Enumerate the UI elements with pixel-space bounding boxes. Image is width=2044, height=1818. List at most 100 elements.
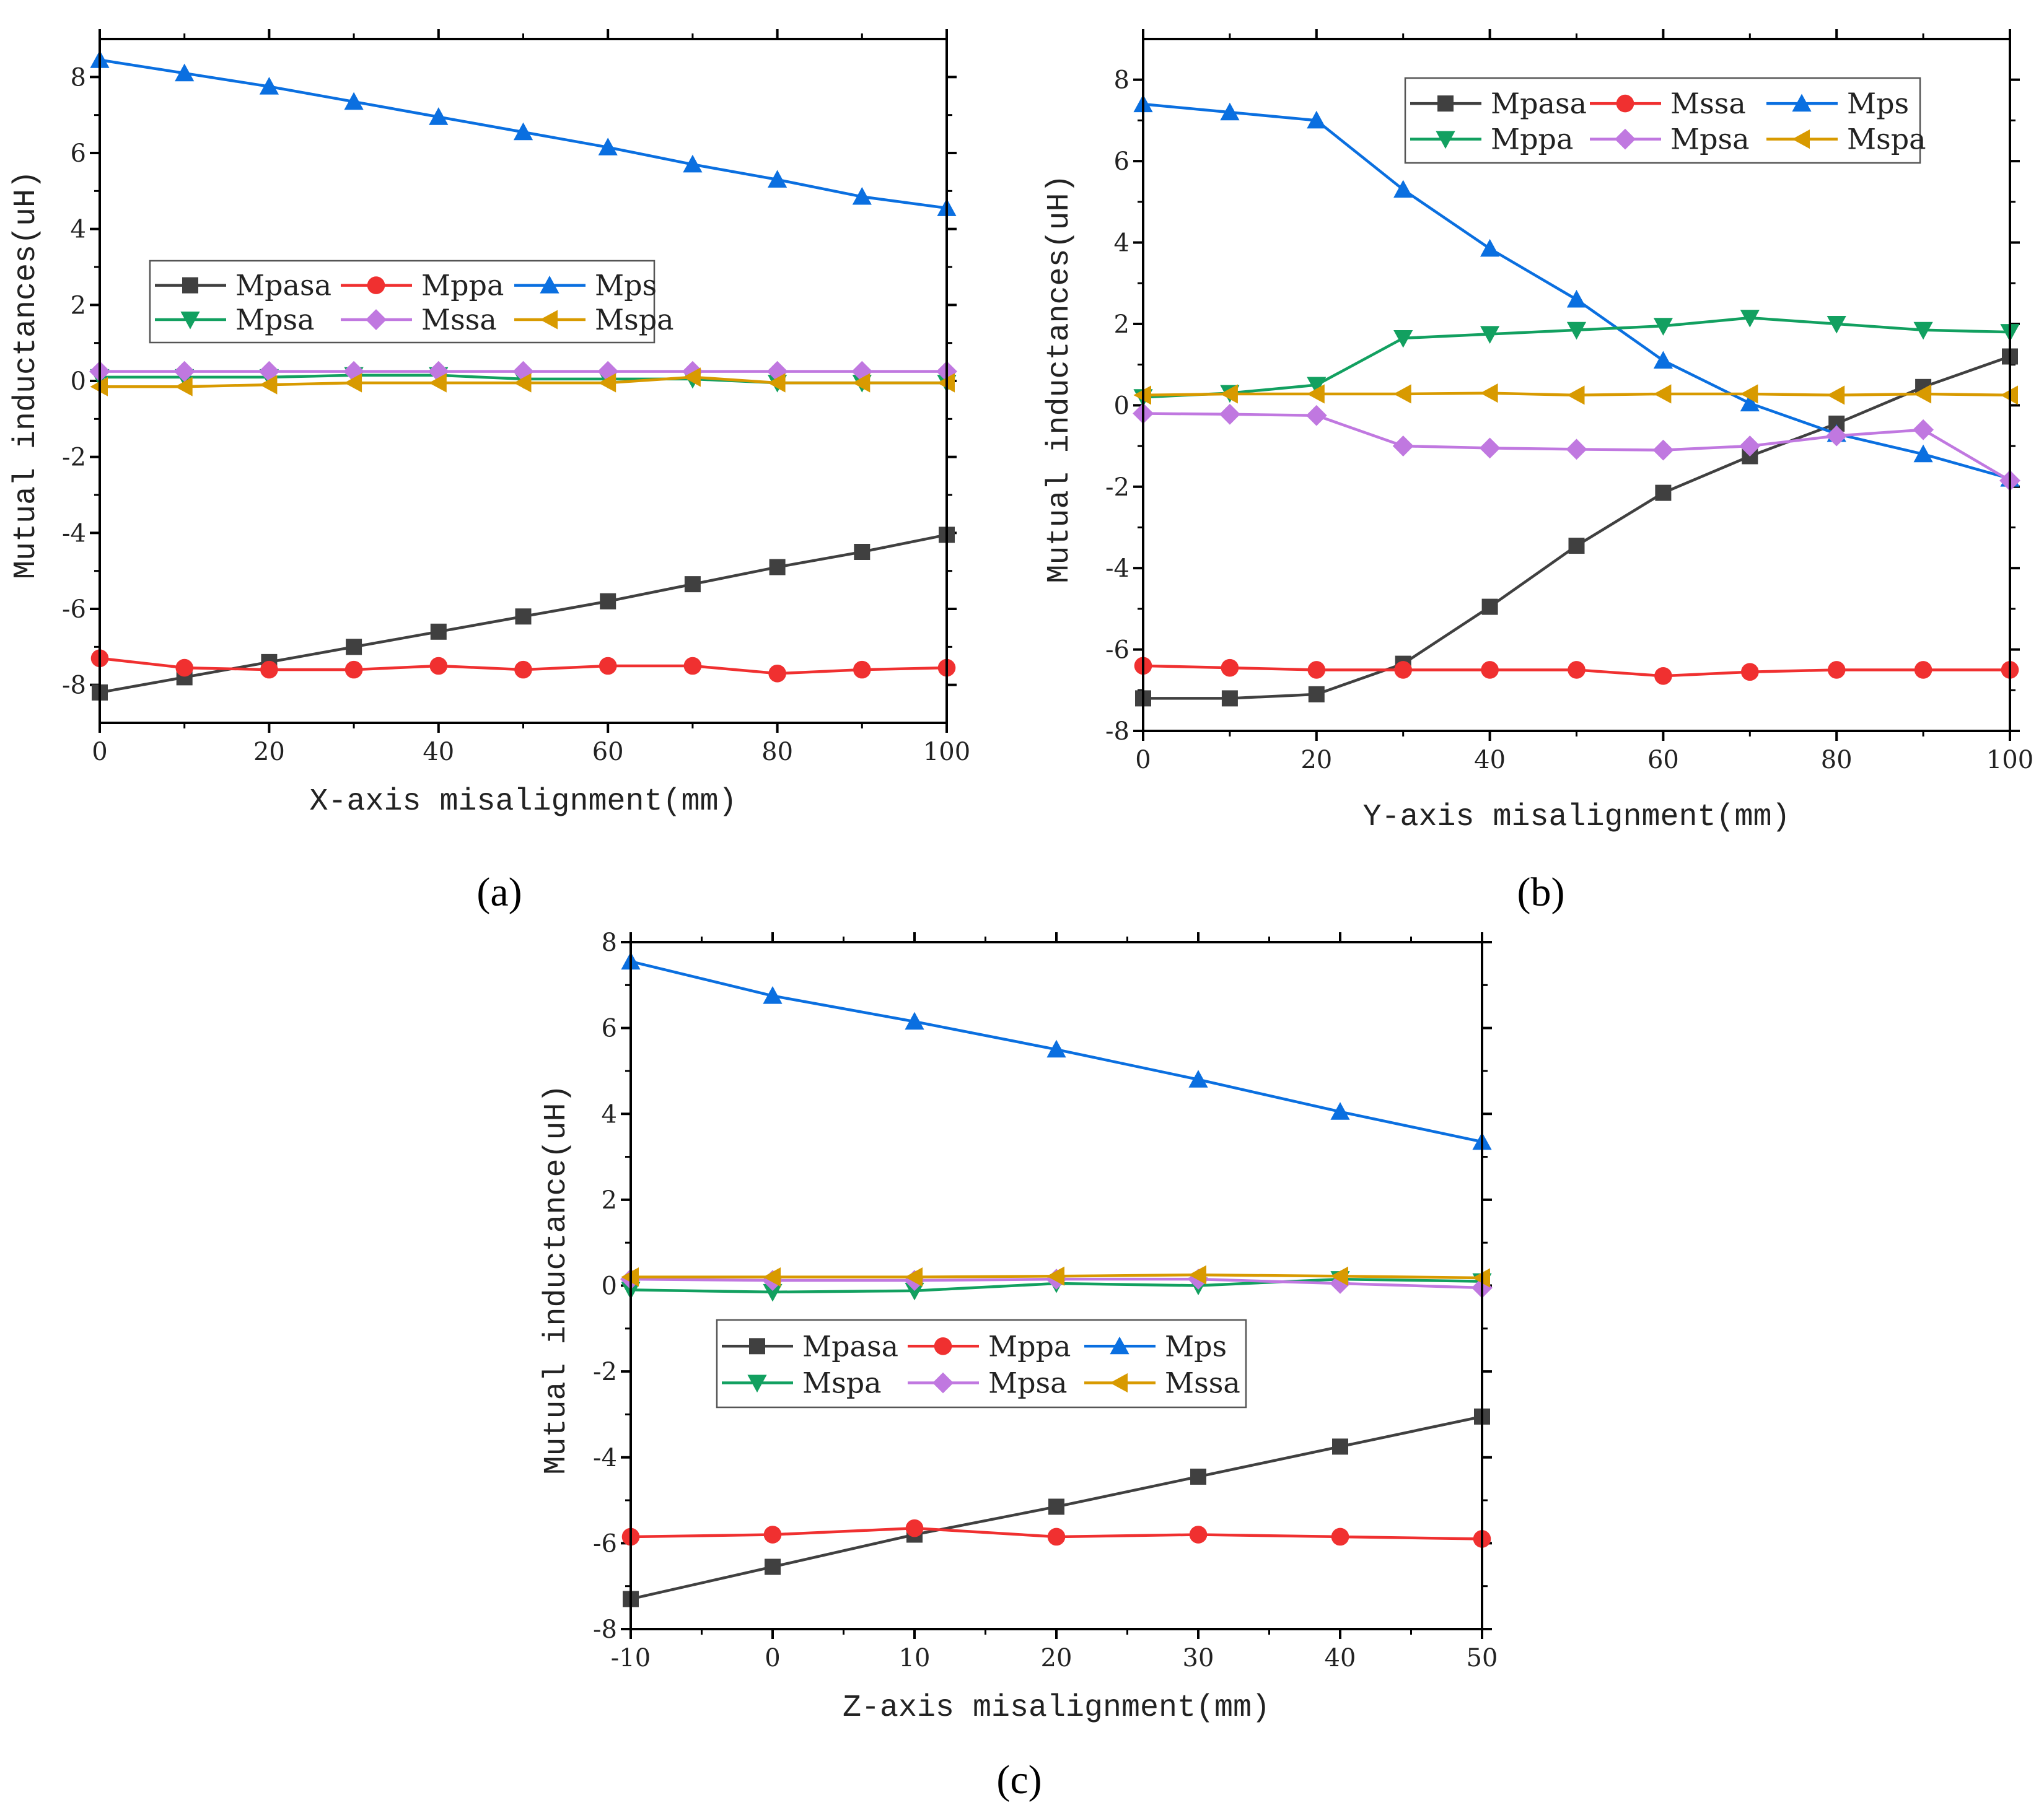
diamond-marker [1652, 439, 1674, 461]
x-tick-label: 60 [1647, 746, 1679, 774]
diamond-marker [1305, 404, 1327, 426]
series-mpsa [1133, 403, 2020, 491]
triangle-up-marker [344, 92, 364, 110]
legend-item-mps: Mps [1084, 1329, 1227, 1363]
circle-marker [1394, 661, 1412, 679]
panel-label: (b) [1517, 870, 1565, 915]
triangle-up-marker [1480, 238, 1500, 257]
y-tick-label: 0 [71, 367, 86, 396]
x-tick-label: 0 [92, 738, 107, 766]
y-tick-label: 2 [71, 291, 86, 320]
triangle-down-marker [1566, 321, 1587, 340]
square-marker [1437, 95, 1454, 112]
triangle-up-marker [1792, 94, 1812, 112]
x-axis-title: X-axis misalignment(mm) [309, 784, 737, 819]
square-marker [1481, 598, 1498, 615]
square-marker [1048, 1498, 1064, 1515]
triangle-up-marker [1653, 351, 1673, 369]
legend-label: Mssa [1165, 1366, 1240, 1400]
circle-marker [1827, 661, 1846, 679]
triangle-up-marker [1740, 393, 1760, 412]
x-tick-label: 60 [592, 738, 624, 766]
triangle-left-marker [1792, 129, 1810, 149]
triangle-down-marker [747, 1374, 767, 1393]
circle-marker [1616, 94, 1634, 113]
y-tick-label: 0 [1114, 391, 1129, 420]
legend-box [149, 260, 656, 344]
legend-label: Mppa [1491, 123, 1573, 156]
triangle-up-marker [1220, 102, 1240, 121]
triangle-left-marker [768, 373, 786, 393]
triangle-up-marker [598, 138, 618, 155]
y-tick-label: 8 [71, 63, 86, 92]
x-tick-label: -10 [611, 1644, 651, 1672]
y-tick-label: 4 [1114, 229, 1129, 258]
square-marker [1190, 1468, 1206, 1485]
square-marker [765, 1558, 781, 1575]
diamond-marker [682, 361, 703, 382]
circle-marker [768, 664, 786, 683]
triangle-left-marker [905, 1267, 923, 1287]
circle-marker [599, 657, 617, 675]
circle-marker [429, 657, 448, 675]
x-tick-label: 20 [1041, 1644, 1072, 1672]
square-marker [1221, 690, 1238, 707]
x-tick-label: 20 [253, 738, 285, 766]
triangle-up-marker [259, 77, 279, 95]
triangle-down-marker [905, 1282, 924, 1301]
y-tick-label: 8 [1114, 66, 1129, 95]
x-tick-label: 40 [423, 738, 454, 766]
x-axis-title: Z-axis misalignment(mm) [843, 1690, 1270, 1726]
diamond-marker [1219, 403, 1240, 425]
legend-item-mpasa: Mpasa [722, 1329, 898, 1363]
triangle-left-marker [1393, 384, 1411, 404]
y-tick-label: 6 [602, 1015, 617, 1043]
circle-marker [1307, 661, 1326, 679]
diamond-marker [1330, 1273, 1351, 1294]
chart-panel-b: 0 20 40 60 80 100 -8 -6 -4 -2 0 2 4 6 8 Mpasa Mssa Mps Mpp… [1042, 29, 2033, 915]
legend-box [1404, 77, 1921, 164]
legend-item-mps: Mps [514, 269, 657, 302]
triangle-left-marker [1046, 1266, 1064, 1286]
triangle-left-marker [259, 375, 278, 395]
triangle-up-marker [1188, 1070, 1208, 1088]
triangle-left-marker [763, 1267, 781, 1287]
square-marker [1655, 484, 1672, 501]
triangle-up-marker [905, 1012, 924, 1030]
x-tick-label: 40 [1474, 746, 1506, 774]
legend-label: Mps [1847, 87, 1909, 120]
x-tick-label: 50 [1467, 1644, 1498, 1672]
legend-label: Mssa [1670, 87, 1746, 120]
y-tick-label: 4 [71, 216, 86, 244]
triangle-down-marker [1307, 377, 1327, 395]
y-tick-label: -4 [593, 1444, 617, 1472]
plot-frame [1142, 38, 2011, 732]
legend-item-mps: Mps [1766, 87, 1909, 120]
legend-label: Mps [1165, 1329, 1227, 1363]
circle-marker [1331, 1527, 1349, 1546]
diamond-marker [1392, 435, 1414, 457]
panel-label: (a) [476, 870, 522, 915]
legend: Mpasa Mssa Mps Mppa Mpsa Mspa [1404, 77, 1926, 164]
triangle-up-marker [1110, 1336, 1129, 1355]
legend-label: Mspa [802, 1366, 882, 1400]
legend-item-mpasa: Mpasa [1410, 87, 1587, 120]
legend-item-mssa: Mssa [1084, 1366, 1240, 1400]
triangle-up-marker [1393, 180, 1413, 198]
legend-label: Mpasa [1491, 87, 1587, 120]
legend-item-mppa: Mppa [1410, 123, 1573, 156]
legend-label: Mpsa [988, 1366, 1068, 1400]
y-tick-label: 4 [602, 1100, 617, 1129]
square-marker [769, 559, 786, 575]
series-mspa [90, 367, 955, 396]
triangle-down-marker [1480, 326, 1500, 344]
x-tick-label: 100 [923, 738, 970, 766]
triangle-left-marker [1220, 384, 1238, 404]
panel-label: (c) [996, 1757, 1042, 1803]
triangle-left-marker [1330, 1266, 1348, 1286]
legend: Mpasa Mppa Mps Mspa Mpsa Mssa [716, 1319, 1247, 1409]
circle-marker [175, 658, 194, 677]
diamond-marker [932, 1372, 954, 1394]
y-tick-label: -8 [62, 671, 86, 700]
